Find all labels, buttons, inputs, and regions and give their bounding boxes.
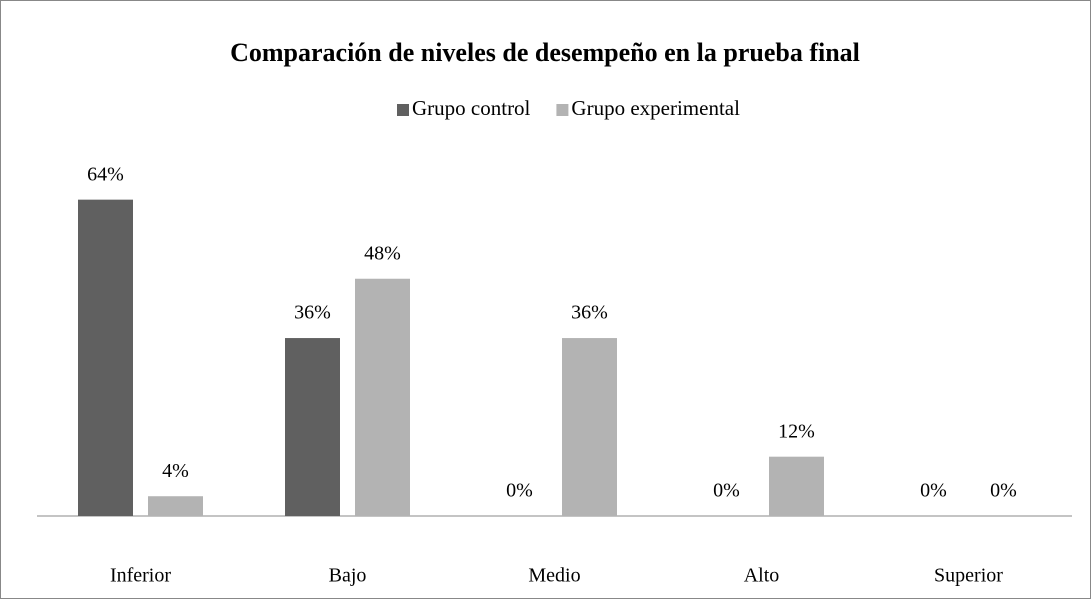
value-label: 36% [571,302,608,324]
value-label: 12% [778,420,815,442]
bar [285,338,340,516]
bar [148,496,203,516]
value-label: 0% [506,480,533,502]
bar [78,199,133,516]
x-tick-label: Bajo [329,565,367,587]
bar [562,338,617,516]
bar [355,278,410,516]
legend-label: Grupo control [412,96,531,120]
bar [769,456,824,516]
chart-title: Comparación de niveles de desempeño en l… [230,38,860,67]
x-tick-label: Alto [744,565,780,587]
legend-swatch [397,104,409,116]
value-label: 48% [364,242,401,264]
value-label: 0% [920,480,947,502]
value-label: 4% [162,460,189,482]
legend-swatch [556,104,569,116]
value-label: 36% [294,302,331,324]
x-tick-label: Medio [528,565,580,587]
x-tick-label: Superior [934,565,1003,587]
legend-label: Grupo experimental [571,96,740,120]
value-label: 0% [990,480,1017,502]
value-label: 64% [87,163,124,185]
value-label: 0% [713,480,740,502]
x-tick-label: Inferior [110,565,171,587]
